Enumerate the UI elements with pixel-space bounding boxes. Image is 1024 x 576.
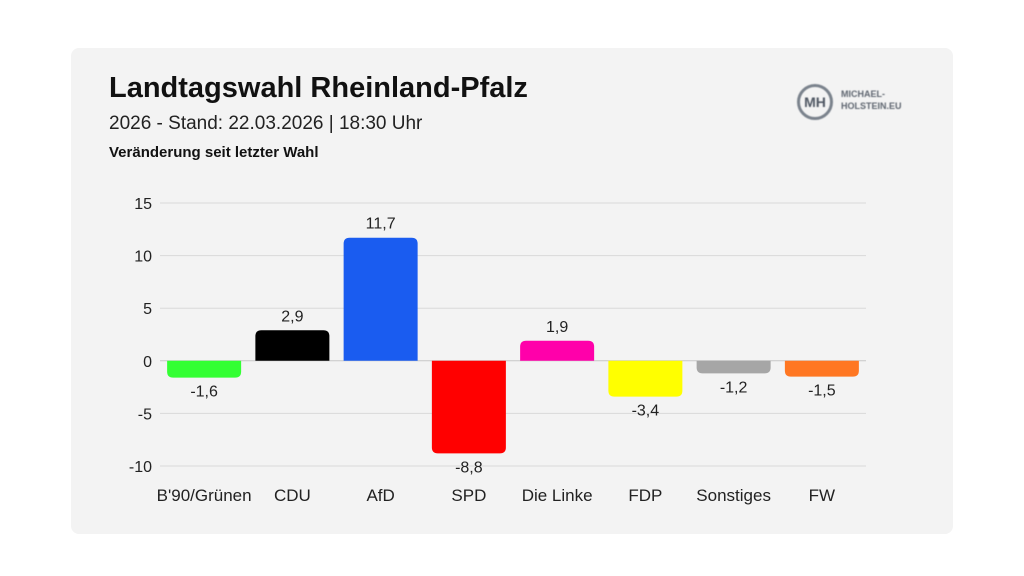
- data-label: 11,7: [366, 216, 396, 233]
- x-tick-label: FDP: [628, 486, 662, 505]
- x-tick-label: AfD: [366, 486, 394, 505]
- y-tick-label: 10: [134, 249, 152, 266]
- y-tick-label: -5: [138, 406, 152, 423]
- y-tick-label: 15: [134, 196, 152, 213]
- x-tick-label: CDU: [274, 486, 311, 505]
- data-label: 1,9: [546, 319, 568, 336]
- chart-caption: Veränderung seit letzter Wahl: [109, 144, 319, 161]
- x-tick-label: Die Linke: [522, 486, 593, 505]
- data-label: -3,4: [632, 403, 660, 420]
- logo-mark-icon: MH: [797, 84, 833, 120]
- chart-card: Landtagswahl Rheinland-Pfalz 2026 - Stan…: [71, 48, 953, 534]
- bar-afd: [343, 237, 418, 361]
- bar-fw: [784, 360, 859, 377]
- bar-fdp: [608, 360, 683, 397]
- bar-cdu: [255, 330, 330, 361]
- x-tick-label: FW: [809, 486, 835, 505]
- y-tick-label: 0: [143, 354, 152, 371]
- data-label: -8,8: [455, 459, 483, 476]
- logo-text: MICHAEL- HOLSTEIN.EU: [841, 88, 902, 112]
- data-label: -1,5: [808, 383, 836, 400]
- chart-subtitle: 2026 - Stand: 22.03.2026 | 18:30 Uhr: [109, 113, 423, 134]
- chart-title: Landtagswahl Rheinland-Pfalz: [109, 72, 528, 104]
- bar-spd: [431, 360, 506, 454]
- logo-line-2: HOLSTEIN.EU: [841, 101, 902, 111]
- bar-die-linke: [520, 340, 595, 361]
- brand-logo: MH MICHAEL- HOLSTEIN.EU: [797, 82, 929, 128]
- x-tick-label: SPD: [451, 486, 486, 505]
- y-tick-label: -10: [129, 459, 152, 476]
- bar-b-90-gr-nen: [167, 360, 242, 378]
- data-label: 2,9: [281, 308, 303, 325]
- logo-line-1: MICHAEL-: [841, 89, 885, 99]
- x-tick-label: B'90/Grünen: [157, 486, 252, 505]
- bar-sonstiges: [696, 360, 771, 374]
- y-tick-label: 5: [143, 301, 152, 318]
- data-label: -1,6: [190, 384, 218, 401]
- x-tick-label: Sonstiges: [696, 486, 771, 505]
- data-label: -1,2: [720, 379, 748, 396]
